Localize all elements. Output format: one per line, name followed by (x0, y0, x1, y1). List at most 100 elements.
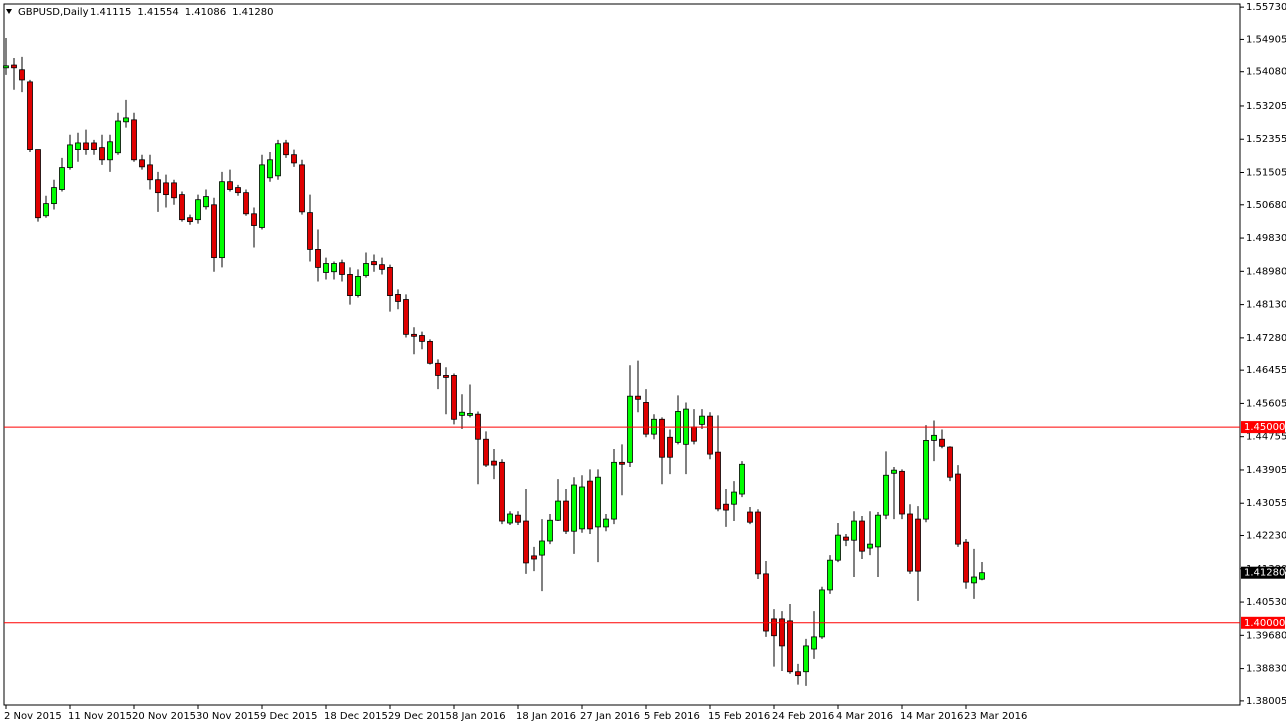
candle-body (819, 589, 825, 638)
candle-body (179, 194, 185, 221)
x-tick-label: 30 Nov 2015 (196, 711, 260, 722)
candle-body (939, 438, 945, 447)
candle-body (339, 262, 345, 275)
candle-body (691, 426, 697, 442)
candle-body (11, 64, 17, 69)
candle-body (379, 264, 385, 270)
candle-body (435, 362, 441, 376)
candle-body (867, 543, 873, 549)
y-tick-label: 1.42230 (1246, 531, 1286, 542)
y-tick-label: 1.55730 (1246, 2, 1286, 13)
candle-body (755, 511, 761, 575)
y-tick-label: 1.48980 (1246, 266, 1286, 277)
candle-body (571, 484, 577, 532)
candle-body (3, 65, 9, 69)
y-tick-label: 1.40530 (1246, 597, 1286, 608)
x-tick-label: 8 Jan 2016 (452, 711, 506, 722)
candle-body (499, 461, 505, 522)
candle-body (227, 181, 233, 190)
candle-body (243, 192, 249, 215)
x-tick-label: 23 Mar 2016 (964, 711, 1027, 722)
level-label: 1.40000 (1244, 618, 1285, 629)
y-tick-label: 1.53205 (1246, 101, 1286, 112)
candle-body (275, 143, 281, 177)
candle-body (899, 470, 905, 515)
y-tick-label: 1.49830 (1246, 233, 1286, 244)
candle-body (627, 395, 633, 463)
candle-body (123, 117, 129, 123)
candle-body (835, 534, 841, 561)
ohlc-value: 1.41280 (232, 7, 273, 18)
candle-body (411, 333, 417, 337)
candle-body (107, 141, 113, 161)
candle-body (315, 249, 321, 268)
x-tick-label: 15 Feb 2016 (708, 711, 770, 722)
candle-body (147, 164, 153, 181)
candle-body (979, 572, 985, 580)
candle-body (363, 263, 369, 277)
x-tick-label: 2 Nov 2015 (4, 711, 62, 722)
level-label-box (1241, 421, 1285, 434)
candle-body (395, 294, 401, 302)
candle-body (923, 440, 929, 520)
candle-body (35, 149, 41, 219)
candle-body (203, 196, 209, 208)
symbol: GBPUSD,Daily (18, 7, 89, 18)
candle-body (715, 451, 721, 510)
candle-body (787, 620, 793, 673)
last-price-label: 1.41280 (1244, 568, 1285, 579)
y-tick-label: 1.47280 (1246, 333, 1286, 344)
candle-body (515, 514, 521, 523)
candle-body (467, 413, 473, 416)
candle-body (771, 618, 777, 637)
candle-body (971, 576, 977, 584)
candle-body (763, 573, 769, 632)
candle-body (155, 179, 161, 194)
candle-body (483, 438, 489, 466)
candle-body (747, 511, 753, 523)
candle-body (371, 261, 377, 266)
candle-body (795, 671, 801, 677)
y-tick-label: 1.54905 (1246, 34, 1286, 45)
ohlc-value: 1.41086 (185, 7, 226, 18)
candle-body (659, 418, 665, 458)
candle-body (779, 618, 785, 647)
candle-body (579, 486, 585, 530)
candle-body (931, 434, 937, 441)
candle-body (251, 213, 257, 226)
candle-body (235, 187, 241, 194)
candle-body (603, 518, 609, 528)
candle-body (595, 476, 601, 528)
y-tick-label: 1.38830 (1246, 664, 1286, 675)
y-tick-label: 1.48130 (1246, 300, 1286, 311)
candle-body (91, 142, 97, 151)
candle-body (211, 204, 217, 259)
candle-body (323, 263, 329, 273)
candle-body (507, 513, 513, 524)
candle-body (83, 142, 89, 151)
candle-body (459, 411, 465, 416)
y-tick-label: 1.44755 (1246, 432, 1286, 443)
candle-body (843, 536, 849, 541)
candle-body (115, 120, 121, 154)
plot-frame (3, 3, 1241, 706)
candle-body (187, 217, 193, 223)
candle-body (27, 81, 33, 151)
candle-body (331, 263, 337, 273)
candle-body (643, 402, 649, 435)
candle-body (131, 119, 137, 161)
candle-body (171, 182, 177, 199)
y-tick-label: 1.51505 (1246, 167, 1286, 178)
ohlc-value: 1.41554 (137, 7, 178, 18)
candle-body (723, 503, 729, 511)
candle-body (635, 395, 641, 400)
candle-body (699, 415, 705, 425)
y-tick-label: 1.46455 (1246, 365, 1286, 376)
x-tick-label: 14 Mar 2016 (900, 711, 963, 722)
x-tick-label: 9 Dec 2015 (260, 711, 318, 722)
candle-body (19, 69, 25, 81)
candle-body (195, 199, 201, 221)
menu-arrow (6, 9, 12, 14)
y-tick-label: 1.38005 (1246, 696, 1286, 707)
